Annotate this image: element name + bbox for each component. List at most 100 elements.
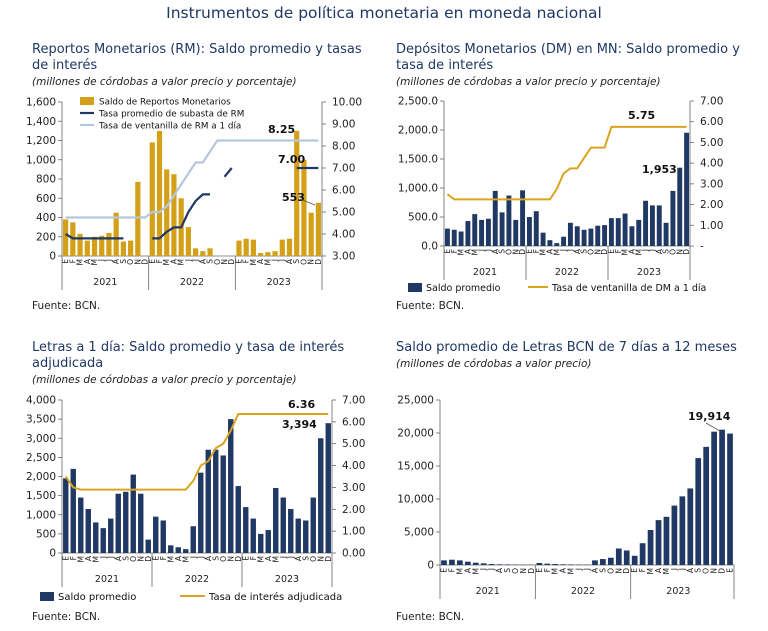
bar xyxy=(205,449,211,553)
annotation-last-value: 1,953 xyxy=(642,163,677,176)
x-tick-label: A xyxy=(655,248,664,254)
bar xyxy=(265,530,271,553)
bar xyxy=(160,520,166,553)
x-tick-label: A xyxy=(463,567,472,573)
letras712-source: Fuente: BCN. xyxy=(396,611,465,623)
x-tick-label: E xyxy=(630,568,639,573)
x-tick-label: M xyxy=(455,568,464,574)
bar xyxy=(265,252,271,256)
annotation-last-value: 553 xyxy=(282,191,305,204)
x-tick-label: M xyxy=(470,249,479,255)
bar xyxy=(554,243,560,246)
bar xyxy=(458,231,464,246)
letras712-subtitle: (millones de córdobas a valor precio) xyxy=(396,358,592,370)
letras-source: Fuente: BCN. xyxy=(32,611,101,623)
x-tick-label: A xyxy=(495,567,504,573)
bar xyxy=(647,530,654,565)
y-tick-label: 200 xyxy=(36,231,56,243)
bar xyxy=(243,507,249,553)
x-tick-label: E xyxy=(443,249,452,254)
legend-label: Saldo promedio xyxy=(58,592,136,603)
y2-tick-label: 6.00 xyxy=(700,116,723,128)
x-tick-label: D xyxy=(141,259,150,265)
bar xyxy=(250,518,256,553)
legend-label: Saldo de Reportos Monetarios xyxy=(99,98,231,108)
series-line xyxy=(65,139,319,219)
year-label: 2022 xyxy=(185,574,209,585)
y-tick-label: 500 xyxy=(36,528,56,540)
bar xyxy=(643,200,649,246)
annotation-rate-ventanilla: 8.25 xyxy=(268,123,295,136)
x-tick-label: E xyxy=(726,568,735,573)
bar xyxy=(279,239,285,256)
bar xyxy=(164,169,170,256)
x-tick-label: A xyxy=(264,555,273,561)
bar xyxy=(504,564,511,565)
x-tick-label: M xyxy=(662,568,671,574)
bar xyxy=(457,560,463,565)
x-tick-label: A xyxy=(84,555,93,561)
bar xyxy=(631,555,638,565)
x-tick-label: J xyxy=(575,568,584,571)
bar xyxy=(679,496,686,565)
x-tick-label: J xyxy=(559,249,568,252)
bar xyxy=(560,564,567,565)
x-tick-label: S xyxy=(598,568,607,573)
year-label: 2021 xyxy=(93,277,117,288)
bar xyxy=(451,229,457,246)
y-tick-label: 400 xyxy=(36,212,56,224)
series-line xyxy=(65,233,124,240)
x-tick-label: J xyxy=(670,568,679,571)
year-label: 2021 xyxy=(476,586,500,597)
bar xyxy=(310,497,316,553)
legend-swatch xyxy=(80,97,94,105)
bar xyxy=(236,240,242,256)
x-tick-label: O xyxy=(129,556,138,562)
bar xyxy=(78,497,84,553)
x-tick-label: F xyxy=(532,249,541,253)
bar xyxy=(544,563,551,565)
x-tick-label: N xyxy=(220,259,229,265)
x-tick-label: J xyxy=(279,556,288,559)
bar xyxy=(552,564,559,565)
bar xyxy=(149,142,155,256)
y-tick-label: 1,000.0 xyxy=(398,183,438,195)
x-tick-label: M xyxy=(621,249,630,255)
bar xyxy=(465,221,471,246)
legend-label: Tasa de interés adjudicada xyxy=(208,591,342,603)
y-tick-label: 10,000 xyxy=(397,494,434,506)
x-tick-label: A xyxy=(545,248,554,254)
bar xyxy=(656,205,662,246)
y-tick-label: 1,500 xyxy=(26,490,56,502)
x-tick-label: M xyxy=(263,259,272,265)
bar xyxy=(655,520,662,565)
y2-tick-label: 6.00 xyxy=(342,416,365,428)
bar xyxy=(145,539,151,553)
bar xyxy=(540,232,546,246)
bar xyxy=(288,509,294,553)
x-tick-label: M xyxy=(162,259,171,265)
x-tick-label: D xyxy=(518,249,527,255)
x-tick-label: O xyxy=(219,556,228,562)
bar xyxy=(574,226,580,246)
bar xyxy=(485,218,491,246)
bar xyxy=(213,449,219,553)
bar xyxy=(325,423,331,553)
x-tick-label: M xyxy=(551,568,560,574)
bar xyxy=(608,218,614,246)
y2-tick-label: 7.00 xyxy=(342,395,365,407)
bar xyxy=(168,545,174,553)
y2-tick-label: 5.00 xyxy=(332,207,355,219)
x-tick-label: S xyxy=(292,259,301,264)
x-tick-label: N xyxy=(511,249,520,255)
series-line xyxy=(446,125,687,201)
x-tick-label: N xyxy=(675,249,684,255)
dm-chart: 0.0 500.0 1,000.0 1,500.0 2,000.0 2,500.0 - 1.0… xyxy=(398,96,723,295)
y-tick-label: 500.0 xyxy=(408,212,438,224)
x-tick-label: J xyxy=(678,568,687,571)
y2-tick-label: 4.00 xyxy=(700,158,723,170)
bar xyxy=(100,528,106,553)
x-tick-label: E xyxy=(525,249,534,254)
annotation-rate-subasta: 7.00 xyxy=(278,153,305,166)
bar xyxy=(200,251,206,256)
